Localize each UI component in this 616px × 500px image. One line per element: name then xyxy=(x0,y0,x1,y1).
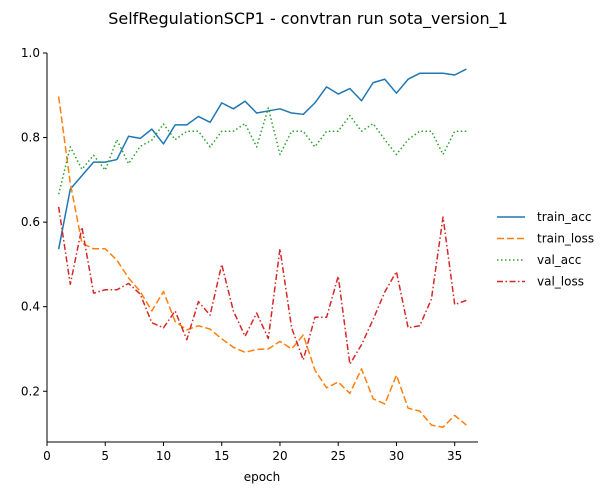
series-layer xyxy=(57,68,467,428)
series-line-train-acc xyxy=(57,68,467,250)
y-tick-label: 0.6 xyxy=(21,215,40,229)
legend-label-train-loss: train_loss xyxy=(537,232,594,246)
y-tick-label: 0.4 xyxy=(21,300,40,314)
x-axis-ticks: 0 5 10 15 20 25 30 35 xyxy=(43,442,462,463)
x-axis-label: epoch xyxy=(244,470,281,484)
chart-title: SelfRegulationSCP1 - convtran run sota_v… xyxy=(108,9,508,29)
legend-label-val-loss: val_loss xyxy=(537,275,584,289)
series-line-val-acc xyxy=(57,107,467,195)
x-tick-label: 15 xyxy=(214,449,229,463)
y-axis-ticks: 0.2 0.4 0.6 0.8 1.0 xyxy=(21,46,47,398)
x-tick-label: 25 xyxy=(331,449,346,463)
legend-label-val-acc: val_acc xyxy=(537,253,581,267)
series-line-val-loss xyxy=(57,206,467,365)
legend-label-train-acc: train_acc xyxy=(537,210,591,224)
y-tick-label: 1.0 xyxy=(21,46,40,60)
series-line-train-loss xyxy=(57,96,467,428)
x-tick-label: 5 xyxy=(101,449,109,463)
x-tick-label: 30 xyxy=(389,449,404,463)
y-tick-label: 0.8 xyxy=(21,131,40,145)
x-tick-label: 20 xyxy=(272,449,287,463)
y-tick-label: 0.2 xyxy=(21,384,40,398)
x-tick-label: 35 xyxy=(447,449,462,463)
x-tick-label: 0 xyxy=(43,449,51,463)
legend: train_acc train_loss val_acc val_loss xyxy=(497,210,594,289)
x-tick-label: 10 xyxy=(156,449,171,463)
